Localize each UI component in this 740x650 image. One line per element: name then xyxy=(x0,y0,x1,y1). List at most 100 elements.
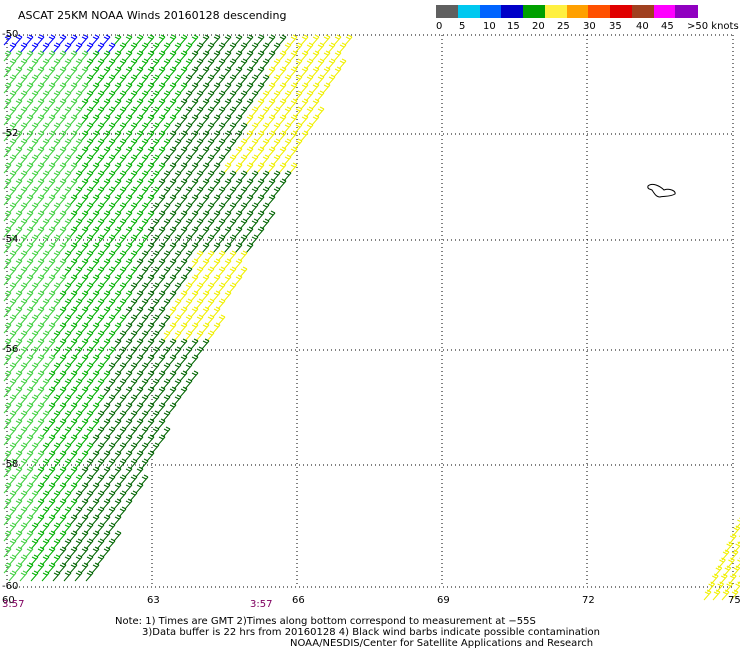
wind-barb xyxy=(74,506,83,518)
wind-barb xyxy=(129,234,138,246)
wind-barb xyxy=(47,50,56,62)
wind-barb xyxy=(96,282,105,294)
wind-barb xyxy=(157,82,166,94)
wind-barb xyxy=(201,290,210,302)
wind-barb xyxy=(118,170,127,182)
wind-barb xyxy=(19,250,28,262)
wind-barb xyxy=(223,146,232,158)
wind-barb xyxy=(102,242,111,254)
wind-barb xyxy=(14,514,23,526)
wind-barb xyxy=(151,154,160,166)
wind-barb xyxy=(85,154,94,166)
wind-barb xyxy=(25,226,34,238)
wind-barb xyxy=(47,498,56,510)
wind-barb xyxy=(316,106,325,118)
wind-barb xyxy=(102,466,111,478)
wind-barb xyxy=(8,58,17,70)
wind-barb xyxy=(157,354,166,366)
wind-barb xyxy=(250,202,259,214)
wind-barb xyxy=(63,282,72,294)
wind-barb xyxy=(168,386,177,398)
wind-barb xyxy=(223,290,232,302)
wind-barb xyxy=(63,394,72,406)
wind-barb xyxy=(113,258,122,270)
wind-barb xyxy=(135,210,144,222)
wind-barb xyxy=(151,314,160,326)
wind-barb xyxy=(47,114,56,126)
wind-barb xyxy=(58,178,67,190)
wind-barb xyxy=(41,570,50,582)
wind-barb xyxy=(80,194,89,206)
wind-barb xyxy=(25,434,34,446)
wind-barb xyxy=(80,434,89,446)
wind-barb xyxy=(217,58,226,70)
wind-barb xyxy=(151,426,160,438)
wind-barb xyxy=(14,290,23,302)
wind-barb xyxy=(91,338,100,350)
wind-barb xyxy=(80,66,89,78)
wind-barb xyxy=(19,170,28,182)
wind-barb xyxy=(157,402,166,414)
wind-barb xyxy=(146,226,155,238)
wind-barb xyxy=(63,154,72,166)
wind-barb xyxy=(52,314,61,326)
wind-barb xyxy=(129,106,138,118)
wind-barb xyxy=(223,98,232,110)
wind-barb xyxy=(69,114,78,126)
wind-barb xyxy=(8,122,17,134)
wind-barb xyxy=(8,138,17,150)
legend-swatch xyxy=(436,5,459,18)
wind-barb xyxy=(146,162,155,174)
wind-barb xyxy=(113,162,122,174)
wind-barb xyxy=(184,106,193,118)
wind-barb xyxy=(47,162,56,174)
wind-barb xyxy=(327,58,336,70)
wind-barb xyxy=(217,122,226,134)
wind-barb xyxy=(30,90,39,102)
wind-barb xyxy=(25,562,34,574)
wind-barb xyxy=(25,66,34,78)
wind-barb xyxy=(212,98,221,110)
wind-barb xyxy=(41,442,50,454)
wind-barb xyxy=(201,274,210,286)
wind-barb xyxy=(91,466,100,478)
wind-barb xyxy=(228,122,237,134)
wind-barb xyxy=(25,450,34,462)
wind-barb xyxy=(63,410,72,422)
wind-barb xyxy=(25,338,34,350)
wind-barb xyxy=(96,122,105,134)
wind-barb xyxy=(118,218,127,230)
wind-barb xyxy=(201,322,210,334)
wind-barb xyxy=(47,322,56,334)
wind-barb xyxy=(63,490,72,502)
wind-barb xyxy=(25,34,34,46)
wind-barb xyxy=(69,274,78,286)
legend-label: 45 xyxy=(661,21,674,32)
wind-barb xyxy=(239,154,248,166)
wind-barb xyxy=(107,74,116,86)
wind-barb xyxy=(14,66,23,78)
wind-barb xyxy=(96,330,105,342)
wind-barb xyxy=(278,98,287,110)
wind-barb xyxy=(8,570,17,582)
wind-barb xyxy=(69,162,78,174)
wind-barb xyxy=(212,274,221,286)
wind-barb xyxy=(151,362,160,374)
wind-barb xyxy=(47,546,56,558)
wind-barb xyxy=(69,322,78,334)
wind-barb xyxy=(124,114,133,126)
wind-barb xyxy=(58,434,67,446)
wind-barb xyxy=(168,34,177,46)
wind-barb xyxy=(96,106,105,118)
wind-barb xyxy=(74,106,83,118)
wind-barb xyxy=(228,202,237,214)
wind-barb xyxy=(228,186,237,198)
wind-barb xyxy=(212,242,221,254)
wind-barb xyxy=(206,90,215,102)
wind-barb xyxy=(272,170,281,182)
wind-barb xyxy=(36,194,45,206)
wind-barb xyxy=(179,306,188,318)
axis-labels: 60 63 66 69 72 75 -50 -52 -54 -56 -58 -60 xyxy=(2,29,740,606)
wind-barb xyxy=(278,162,287,174)
wind-barb xyxy=(102,258,111,270)
